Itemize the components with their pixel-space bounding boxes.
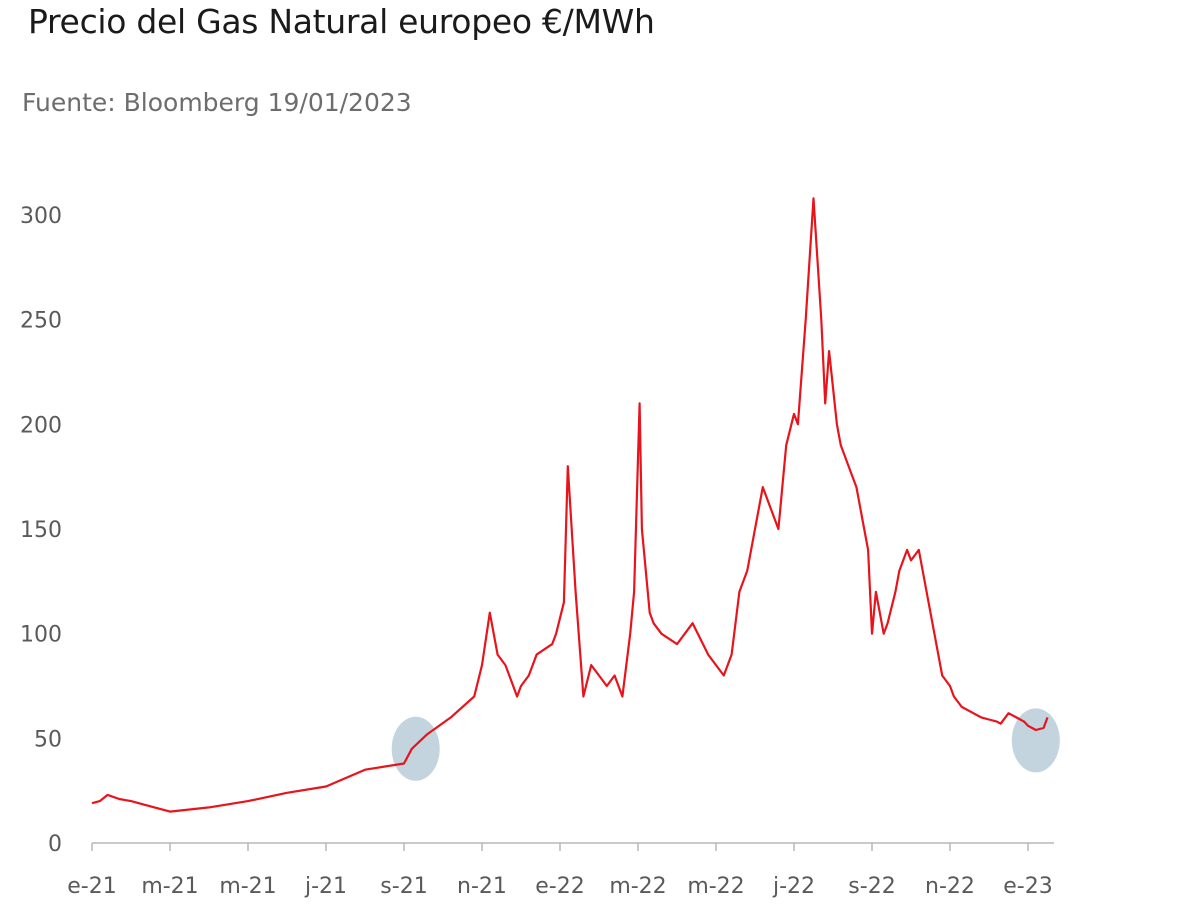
- x-tick-label: s-21: [380, 874, 427, 899]
- y-tick-label: 250: [20, 309, 62, 334]
- series-line: [91, 197, 1049, 813]
- x-tick-label: n-21: [457, 874, 507, 899]
- y-tick-label: 0: [48, 832, 62, 857]
- chart-subtitle: Fuente: Bloomberg 19/01/2023: [22, 88, 412, 117]
- x-tick-label: m-22: [609, 874, 666, 899]
- x-tick-label: e-22: [535, 874, 584, 899]
- x-tick-label: n-22: [925, 874, 975, 899]
- x-tick-label: e-21: [67, 874, 116, 899]
- y-tick-label: 300: [20, 204, 62, 229]
- x-tick-label: j-22: [772, 874, 815, 899]
- x-tick-label: m-21: [141, 874, 198, 899]
- x-axis: e-21 m-21 m-21 j-21 s-21 n-21 e-22 m-22 m-22 j-22…: [67, 843, 1053, 899]
- x-tick-label: m-21: [219, 874, 276, 899]
- highlight-markers: [391, 708, 1060, 781]
- chart-title: Precio del Gas Natural europeo €/MWh: [28, 2, 655, 41]
- y-tick-label: 150: [20, 518, 62, 543]
- y-axis: 0 50 100 150 200 250 300: [20, 204, 62, 857]
- x-tick-label: m-22: [687, 874, 744, 899]
- highlight-circle: [391, 716, 440, 781]
- y-tick-label: 50: [34, 727, 62, 752]
- x-tick-label: s-22: [848, 874, 895, 899]
- highlight-circle: [1011, 708, 1060, 773]
- y-tick-label: 100: [20, 623, 62, 648]
- x-tick-label: j-21: [304, 874, 347, 899]
- y-tick-label: 200: [20, 413, 62, 438]
- x-tick-label: e-23: [1003, 874, 1052, 899]
